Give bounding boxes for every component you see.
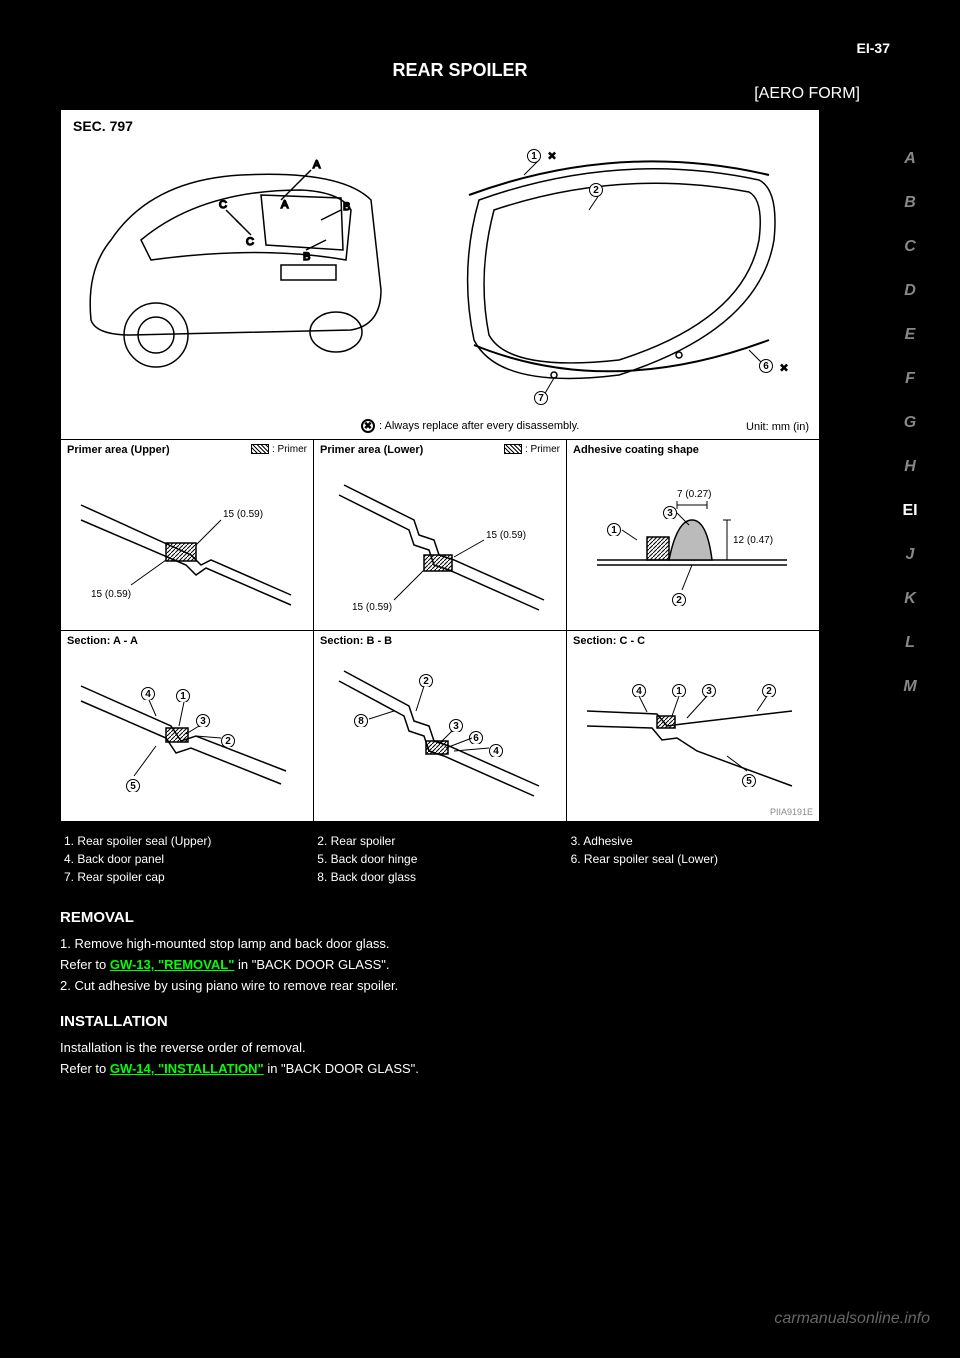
svg-text:15 (0.59): 15 (0.59) <box>223 509 263 520</box>
header-right: [AERO FORM] <box>754 85 860 103</box>
nav-m[interactable]: M <box>903 678 916 696</box>
callout-6: 6✖ <box>749 350 789 375</box>
installation-heading: INSTALLATION <box>60 1010 820 1034</box>
cell-legend: : Primer <box>504 444 560 455</box>
page-number: EI-37 <box>857 40 890 56</box>
nav-g[interactable]: G <box>904 414 916 432</box>
cell-section-c: Section: C - C 1 2 3 4 5 PIIA91 <box>567 631 819 821</box>
nav-d[interactable]: D <box>904 282 916 300</box>
nav-f[interactable]: F <box>905 370 915 388</box>
hatch-icon <box>504 444 522 454</box>
legend-table: 1. Rear spoiler seal (Upper) 2. Rear spo… <box>60 832 820 886</box>
legend-item <box>567 868 820 886</box>
cell-adhesive-shape: Adhesive coating shape 7 (0.27) 12 (0.47… <box>567 440 819 630</box>
svg-text:C: C <box>246 236 254 248</box>
hatch-icon <box>251 444 269 454</box>
cell-title: Adhesive coating shape <box>573 444 699 456</box>
cell-primer-lower: Primer area (Lower) : Primer 15 (0.59) 1… <box>314 440 567 630</box>
legend-item: 3. Adhesive <box>567 832 820 850</box>
nav-j[interactable]: J <box>906 546 915 564</box>
svg-text:12 (0.47): 12 (0.47) <box>733 535 773 546</box>
nav-a[interactable]: A <box>904 150 916 168</box>
nav-b[interactable]: B <box>904 194 916 212</box>
nav-e[interactable]: E <box>905 326 916 344</box>
replace-icon: ✖ <box>361 419 375 433</box>
cell-title: Section: C - C <box>573 635 645 647</box>
removal-line-2: 2. Cut adhesive by using piano wire to r… <box>60 976 820 997</box>
legend-item: 8. Back door glass <box>313 868 566 886</box>
disassembly-note: ✖: Always replace after every disassembl… <box>361 419 579 433</box>
cell-legend: : Primer <box>251 444 307 455</box>
svg-text:B: B <box>303 251 310 263</box>
nav-c[interactable]: C <box>904 238 916 256</box>
cell-title: Section: B - B <box>320 635 392 647</box>
section-c-diagram: 1 2 3 4 5 <box>577 656 807 806</box>
svg-text:B: B <box>343 201 350 213</box>
svg-text:15 (0.59): 15 (0.59) <box>486 530 526 541</box>
diagram-box: SEC. 797 A A B B C C <box>60 109 820 822</box>
callout-2: 2 <box>589 182 605 210</box>
legend-item: 5. Back door hinge <box>313 850 566 868</box>
svg-text:✖: ✖ <box>547 149 557 163</box>
figure-id: PIIA9191E <box>770 807 813 817</box>
diagram-row-2: Section: A - A 1 2 3 4 5 <box>61 631 819 821</box>
svg-text:✖: ✖ <box>779 361 789 375</box>
svg-text:15 (0.59): 15 (0.59) <box>352 602 392 613</box>
link-gw-removal[interactable]: GW-13, "REMOVAL" <box>110 957 235 972</box>
section-label: SEC. 797 <box>73 118 133 134</box>
cell-primer-upper: Primer area (Upper) : Primer 15 (0.59) 1… <box>61 440 314 630</box>
cell-section-a: Section: A - A 1 2 3 4 5 <box>61 631 314 821</box>
nav-k[interactable]: K <box>904 590 916 608</box>
callout-7: 7 <box>534 378 554 406</box>
diagram-row-1: Primer area (Upper) : Primer 15 (0.59) 1… <box>61 440 819 631</box>
cell-title: Primer area (Upper) <box>67 444 170 456</box>
legend-item: 7. Rear spoiler cap <box>60 868 313 886</box>
legend-item: 6. Rear spoiler seal (Lower) <box>567 850 820 868</box>
side-nav: A B C D E F G H EI J K L M <box>890 150 930 696</box>
removal-heading: REMOVAL <box>60 906 820 930</box>
nav-l[interactable]: L <box>905 634 915 652</box>
installation-line-1: Installation is the reverse order of rem… <box>60 1038 820 1080</box>
header-row: [AERO FORM] <box>60 85 860 103</box>
page-title: REAR SPOILER <box>60 60 860 81</box>
cell-section-b: Section: B - B 2 3 4 6 8 <box>314 631 567 821</box>
link-gw-installation[interactable]: GW-14, "INSTALLATION" <box>110 1061 264 1076</box>
car-rear-icon: A A B B C C <box>81 150 401 390</box>
cell-title: Primer area (Lower) <box>320 444 423 456</box>
svg-text:7 (0.27): 7 (0.27) <box>677 489 711 500</box>
svg-text:C: C <box>219 199 227 211</box>
nav-ei[interactable]: EI <box>902 502 917 520</box>
unit-note: Unit: mm (in) <box>746 421 809 433</box>
section-b-diagram: 2 3 4 6 8 <box>324 656 554 806</box>
primer-lower-diagram: 15 (0.59) 15 (0.59) <box>324 465 554 615</box>
page-content: REAR SPOILER [AERO FORM] SEC. 797 A A B <box>60 60 860 1080</box>
watermark: carmanualsonline.info <box>774 1310 930 1328</box>
removal-line-1: 1. Remove high-mounted stop lamp and bac… <box>60 934 820 976</box>
spoiler-glass-icon: 1✖ 2 6✖ 7 <box>439 140 799 420</box>
svg-text:15 (0.59): 15 (0.59) <box>91 589 131 600</box>
section-a-diagram: 1 2 3 4 5 <box>71 656 301 806</box>
legend-item: 1. Rear spoiler seal (Upper) <box>60 832 313 850</box>
primer-upper-diagram: 15 (0.59) 15 (0.59) <box>71 465 301 615</box>
svg-text:A: A <box>281 199 289 211</box>
legend-item: 4. Back door panel <box>60 850 313 868</box>
legend-item: 2. Rear spoiler <box>313 832 566 850</box>
diagram-top: SEC. 797 A A B B C C <box>61 110 819 440</box>
cell-title: Section: A - A <box>67 635 138 647</box>
nav-h[interactable]: H <box>904 458 916 476</box>
svg-text:A: A <box>313 159 321 171</box>
adhesive-shape-diagram: 7 (0.27) 12 (0.47) 1 2 3 <box>577 465 807 615</box>
body-text: REMOVAL 1. Remove high-mounted stop lamp… <box>60 906 820 1080</box>
